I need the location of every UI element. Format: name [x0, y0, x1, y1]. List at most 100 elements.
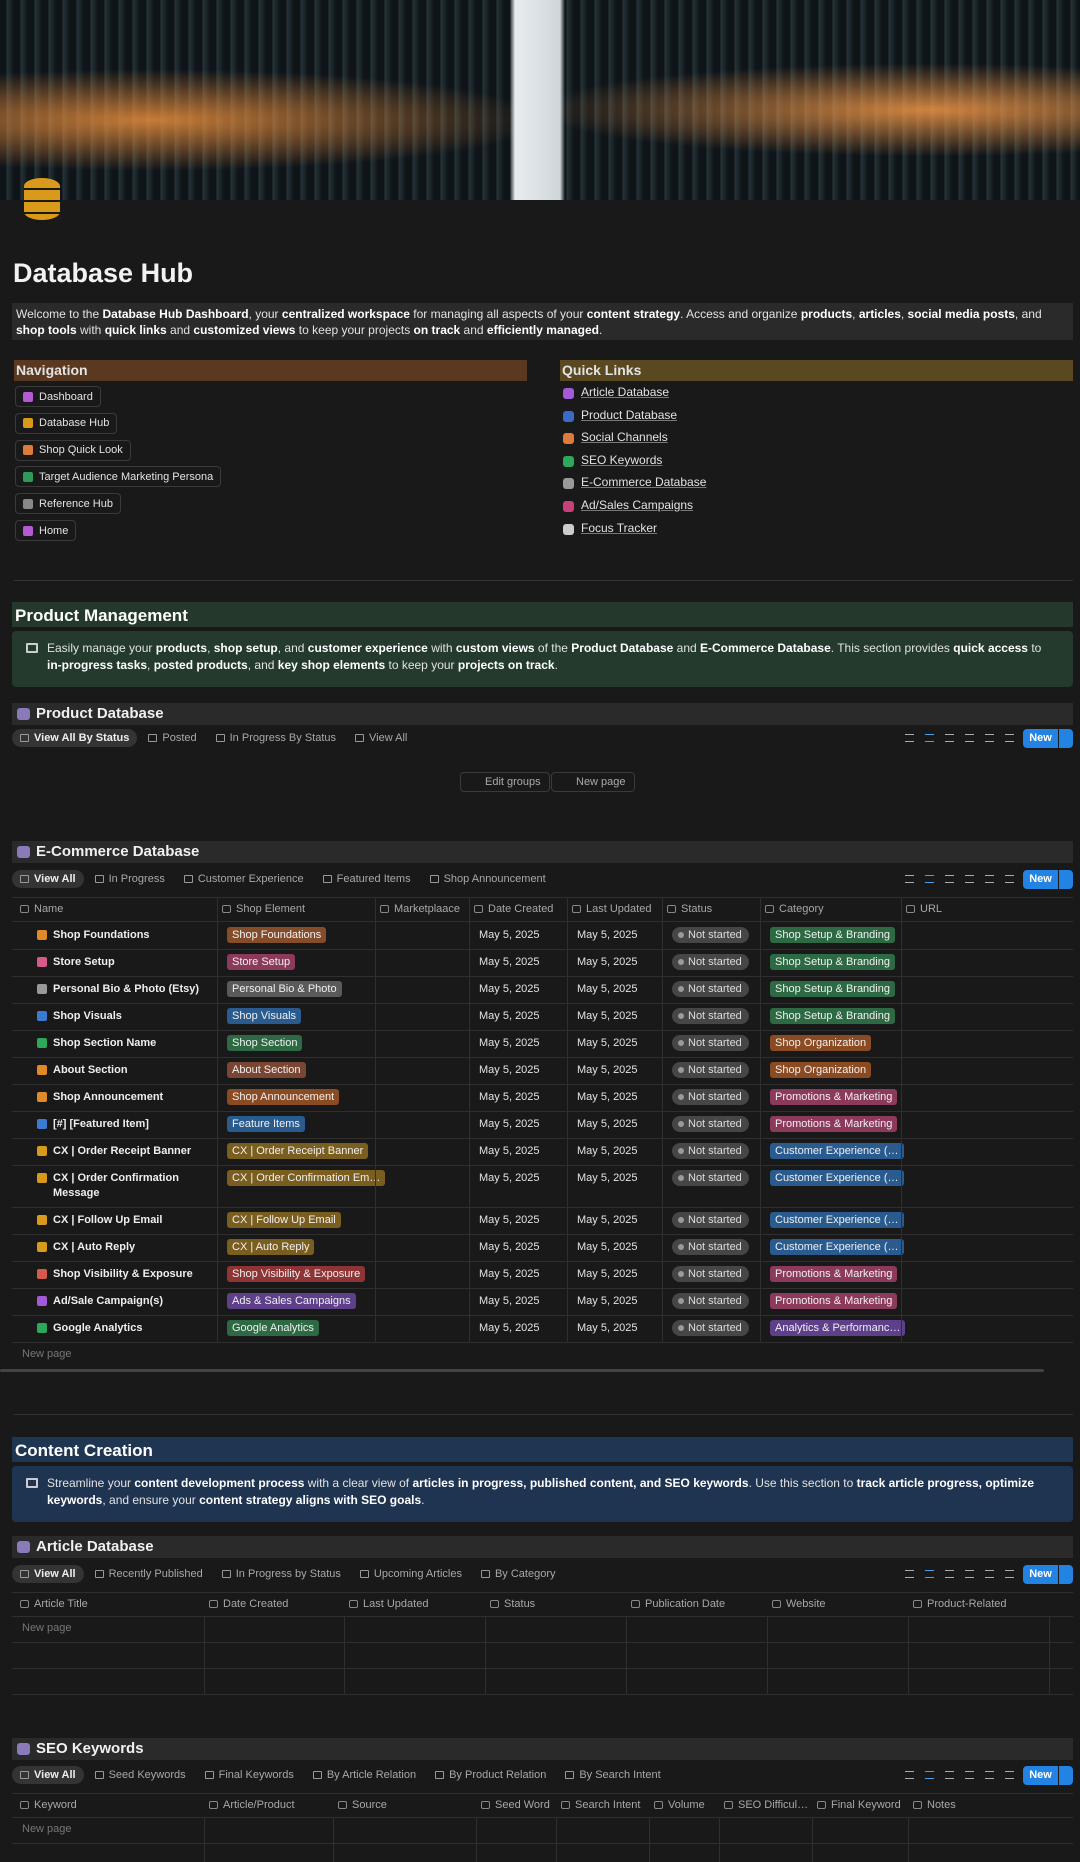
new-page-row[interactable]: New page — [22, 1622, 72, 1634]
quick-link[interactable]: Focus Tracker — [581, 520, 658, 535]
quick-link[interactable]: Ad/Sales Campaigns — [581, 498, 694, 512]
toolbar-button[interactable] — [945, 875, 954, 883]
view-tab[interactable]: Customer Experience — [176, 870, 312, 888]
new-dropdown[interactable] — [1059, 870, 1073, 889]
tab-label[interactable]: By Category — [494, 1568, 556, 1580]
database-title[interactable]: SEO Keywords — [36, 1740, 144, 1757]
view-tab[interactable]: View All By Status — [12, 729, 138, 747]
tab-label[interactable]: In Progress By Status — [229, 732, 337, 744]
toolbar-button[interactable] — [965, 734, 974, 742]
row-title[interactable]: CX | Auto Reply — [53, 1241, 136, 1253]
view-tab[interactable]: In Progress by Status — [214, 1565, 349, 1583]
view-tab[interactable]: View All — [12, 870, 84, 888]
toolbar-button[interactable] — [905, 1570, 914, 1578]
view-tab[interactable]: View All — [12, 1565, 84, 1583]
quick-link[interactable]: Social Channels — [581, 430, 668, 445]
quick-link[interactable]: Product Database — [581, 407, 678, 422]
new-dropdown[interactable] — [1059, 1766, 1073, 1785]
view-tab[interactable]: By Product Relation — [427, 1766, 554, 1784]
toolbar-button[interactable] — [925, 875, 934, 883]
new-page-button[interactable]: New page — [551, 772, 635, 792]
toolbar-button[interactable] — [925, 734, 934, 742]
toolbar-button[interactable] — [965, 1771, 974, 1779]
quick-link[interactable]: Article Database — [581, 385, 670, 399]
toolbar-button[interactable] — [985, 1570, 994, 1578]
row-title[interactable]: Personal Bio & Photo (Etsy) — [53, 983, 200, 995]
new-page-row[interactable]: New page — [22, 1823, 72, 1835]
toolbar-button[interactable] — [985, 875, 994, 883]
new-button[interactable]: New — [1023, 1766, 1058, 1785]
toolbar-button[interactable] — [925, 1570, 934, 1578]
edit-groups-button[interactable]: Edit groups — [460, 772, 550, 792]
tab-label[interactable]: View All By Status — [34, 732, 130, 744]
row-title[interactable]: Store Setup — [53, 956, 115, 968]
tab-label[interactable]: By Product Relation — [449, 1769, 547, 1781]
nav-link[interactable]: Target Audience Marketing Persona — [15, 466, 222, 488]
tab-label[interactable]: View All — [34, 1568, 76, 1580]
row-title[interactable]: Google Analytics — [53, 1322, 143, 1334]
database-title[interactable]: Article Database — [36, 1538, 154, 1555]
tab-label[interactable]: View All — [369, 732, 408, 744]
new-dropdown[interactable] — [1059, 1565, 1073, 1584]
tab-label[interactable]: Posted — [162, 732, 197, 744]
tab-label[interactable]: Upcoming Articles — [373, 1568, 462, 1580]
nav-link[interactable]: Dashboard — [15, 386, 101, 407]
tab-label[interactable]: By Search Intent — [579, 1769, 661, 1781]
row-title[interactable]: Shop Section Name — [53, 1037, 157, 1049]
toolbar-button[interactable] — [905, 875, 914, 883]
view-tab[interactable]: Posted — [140, 729, 204, 747]
toolbar-button[interactable] — [1005, 1570, 1014, 1578]
row-title[interactable]: Shop Foundations — [53, 929, 150, 941]
new-button[interactable]: New — [1023, 870, 1058, 889]
toolbar-button[interactable] — [905, 1771, 914, 1779]
database-title[interactable]: Product Database — [36, 705, 164, 722]
view-tab[interactable]: Upcoming Articles — [352, 1565, 470, 1583]
tab-label[interactable]: Shop Announcement — [443, 873, 546, 885]
view-tab[interactable]: Shop Announcement — [422, 870, 554, 888]
view-tab[interactable]: Featured Items — [315, 870, 419, 888]
tab-label[interactable]: Seed Keywords — [108, 1769, 186, 1781]
toolbar-button[interactable] — [945, 734, 954, 742]
view-tab[interactable]: Final Keywords — [197, 1766, 302, 1784]
nav-link[interactable]: Home — [15, 520, 77, 541]
toolbar-button[interactable] — [965, 1570, 974, 1578]
row-title[interactable]: Shop Visuals — [53, 1010, 122, 1022]
view-tab[interactable]: In Progress By Status — [208, 729, 344, 747]
view-tab[interactable]: Recently Published — [87, 1565, 211, 1583]
toolbar-button[interactable] — [965, 875, 974, 883]
toolbar-button[interactable] — [925, 1771, 934, 1779]
view-tab[interactable]: By Category — [473, 1565, 564, 1583]
row-title[interactable]: Shop Announcement — [53, 1091, 164, 1103]
nav-label[interactable]: Shop Quick Look — [39, 444, 123, 457]
tab-label[interactable]: View All — [34, 873, 76, 885]
nav-label[interactable]: Reference Hub — [39, 497, 113, 510]
view-tab[interactable]: Seed Keywords — [87, 1766, 194, 1784]
toolbar-button[interactable] — [985, 1771, 994, 1779]
row-title[interactable]: CX | Order Receipt Banner — [53, 1145, 192, 1157]
toolbar-button[interactable] — [1005, 1771, 1014, 1779]
view-tab[interactable]: By Article Relation — [305, 1766, 424, 1784]
database-title[interactable]: E-Commerce Database — [36, 843, 200, 860]
toolbar-button[interactable] — [1005, 875, 1014, 883]
row-title[interactable]: CX | Follow Up Email — [53, 1214, 163, 1226]
tab-label[interactable]: Final Keywords — [218, 1769, 294, 1781]
new-button[interactable]: New — [1023, 1565, 1058, 1584]
quick-link[interactable]: E-Commerce Database — [581, 475, 707, 490]
new-page-row[interactable]: New page — [22, 1348, 72, 1360]
toolbar-button[interactable] — [945, 1570, 954, 1578]
tab-label[interactable]: View All — [34, 1769, 76, 1781]
toolbar-button[interactable] — [985, 734, 994, 742]
new-dropdown[interactable] — [1059, 729, 1073, 748]
nav-label[interactable]: Target Audience Marketing Persona — [39, 470, 214, 483]
row-title[interactable]: CX | Order Confirmation Message — [53, 1172, 179, 1199]
view-tab[interactable]: View All — [347, 729, 415, 747]
view-tab[interactable]: View All — [12, 1766, 84, 1784]
row-title[interactable]: Shop Visibility & Exposure — [53, 1268, 193, 1280]
tab-label[interactable]: Customer Experience — [197, 873, 304, 885]
row-title[interactable]: Ad/Sale Campaign(s) — [53, 1295, 164, 1307]
new-button[interactable]: New — [1023, 729, 1058, 748]
tab-label[interactable]: In Progress — [108, 873, 165, 885]
nav-link[interactable]: Shop Quick Look — [15, 439, 131, 461]
toolbar-button[interactable] — [1005, 734, 1014, 742]
row-title[interactable]: About Section — [53, 1064, 128, 1076]
